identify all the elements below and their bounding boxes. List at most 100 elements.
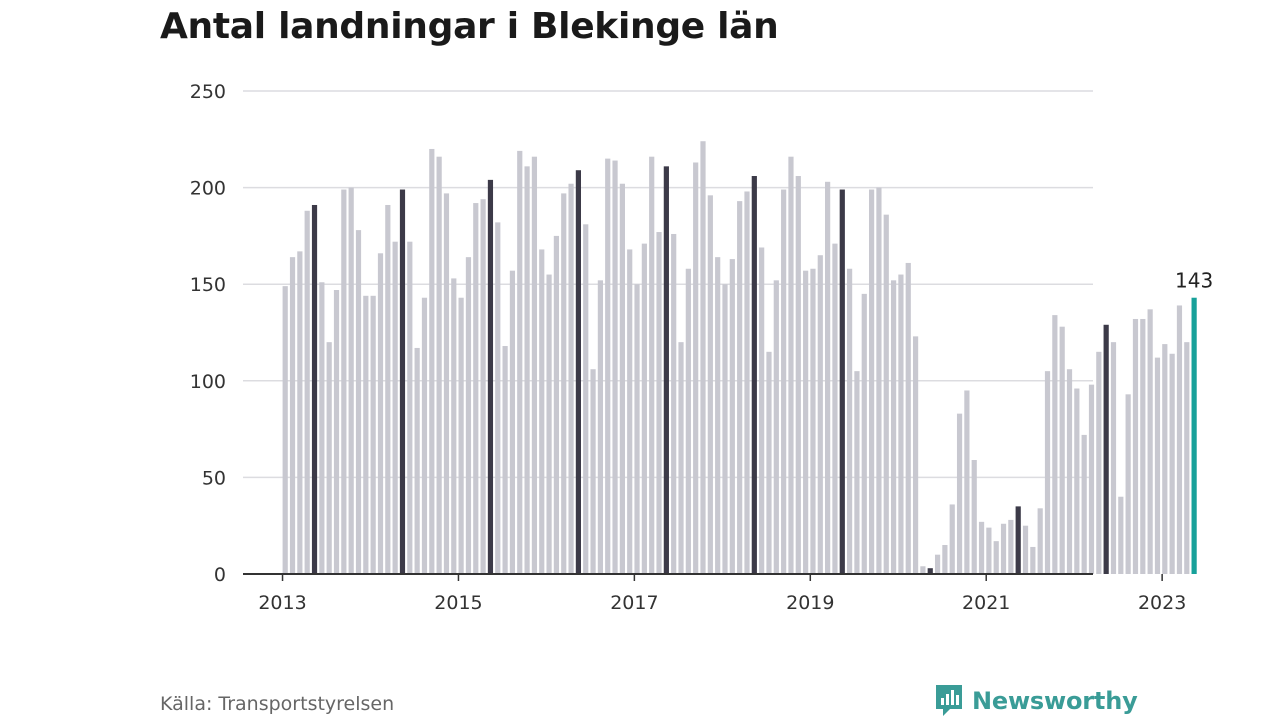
bar-may (751, 176, 757, 574)
bar (781, 189, 787, 575)
bar (524, 166, 530, 574)
bar (531, 156, 538, 575)
y-tick-label: 100 (190, 371, 226, 393)
bar (1147, 309, 1153, 574)
bar (297, 251, 303, 574)
bar (304, 210, 310, 574)
bar (678, 342, 684, 574)
bar (568, 183, 574, 574)
annotations: 143 (1175, 269, 1213, 293)
bar (370, 295, 376, 574)
bar (480, 199, 486, 574)
y-tick-label: 50 (202, 467, 226, 489)
bar (788, 156, 794, 575)
x-axis: 2013 2015 2017 2019 2021 2023 (243, 573, 1186, 614)
bar (1176, 305, 1183, 574)
bar (355, 230, 362, 574)
bar (795, 176, 801, 574)
bar (978, 521, 985, 574)
bar (1008, 519, 1014, 574)
y-tick-label: 250 (190, 81, 226, 103)
y-tick-label: 150 (190, 274, 226, 296)
bar (583, 224, 589, 575)
bar (1110, 342, 1117, 574)
bar (956, 413, 963, 574)
bar (341, 189, 347, 575)
bar (326, 342, 332, 574)
bar (605, 158, 611, 574)
bar (1088, 384, 1095, 574)
bar (333, 289, 340, 574)
bar (773, 280, 779, 574)
bar (348, 187, 354, 574)
bar-may (927, 568, 933, 574)
bar (443, 193, 450, 574)
bar (451, 278, 457, 574)
bar (1169, 353, 1175, 574)
bar (612, 160, 618, 574)
bar (1037, 508, 1043, 574)
bar-may (311, 204, 318, 574)
bar (766, 351, 772, 574)
x-tick-label: 2015 (434, 592, 482, 614)
bar (912, 336, 919, 574)
bar (1044, 371, 1051, 574)
bar (458, 297, 464, 574)
bar (319, 282, 325, 574)
bar (1162, 344, 1168, 574)
chart-title: Antal landningar i Blekinge län (160, 6, 779, 47)
source-note: Källa: Transportstyrelsen (160, 693, 395, 715)
bar (883, 214, 889, 574)
bar (671, 233, 677, 574)
bar (700, 141, 706, 574)
bar (656, 232, 662, 574)
bar (898, 274, 904, 574)
bar (810, 268, 816, 574)
bar-may (575, 170, 581, 574)
bar (509, 270, 516, 574)
bar (825, 181, 831, 574)
bar (971, 460, 977, 574)
bar (861, 293, 867, 574)
x-tick-label: 2021 (962, 592, 1010, 614)
bar (993, 541, 999, 574)
bar (1140, 318, 1146, 574)
bar (465, 257, 472, 574)
bar (876, 187, 882, 574)
bar-may (487, 179, 494, 574)
bar (1059, 326, 1065, 574)
bar (539, 249, 545, 574)
bar (722, 284, 728, 574)
bar (546, 274, 552, 574)
x-tick-label: 2019 (786, 592, 834, 614)
bar-may (1103, 324, 1109, 574)
bar (869, 189, 875, 575)
bar (890, 280, 897, 574)
bar (1074, 388, 1080, 574)
bar (634, 284, 640, 574)
bar (1022, 525, 1029, 574)
bar (385, 204, 391, 574)
bar (905, 262, 911, 574)
bar (803, 270, 809, 574)
bar (1096, 351, 1102, 574)
bar (832, 243, 838, 575)
bar-may (839, 189, 845, 575)
bar (641, 243, 647, 575)
bar (590, 369, 596, 574)
bar (715, 257, 721, 574)
bar (759, 247, 765, 574)
x-tick-label: 2013 (258, 592, 306, 614)
bar (964, 390, 970, 574)
bar (934, 554, 941, 574)
bar-may (1015, 506, 1021, 574)
bar (517, 150, 523, 574)
bar (649, 156, 655, 575)
bar (1066, 369, 1073, 574)
bar (553, 235, 560, 574)
bars (282, 141, 1197, 575)
bar (1125, 394, 1131, 574)
bar (1000, 523, 1007, 574)
bar (377, 253, 384, 574)
bar (1030, 546, 1036, 574)
